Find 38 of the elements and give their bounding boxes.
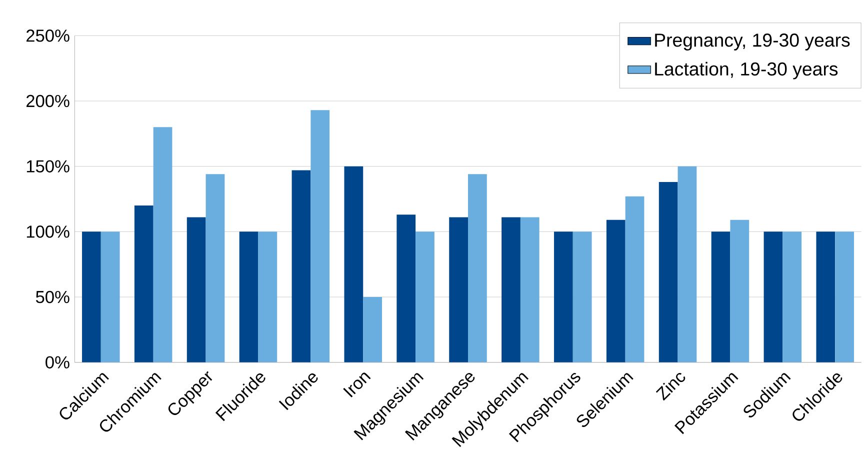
bar	[310, 110, 330, 362]
bar	[678, 166, 697, 362]
bar	[554, 232, 573, 362]
bar	[396, 214, 416, 362]
bar	[292, 170, 311, 362]
legend-label: Pregnancy, 19-30 years	[655, 34, 850, 50]
bar	[82, 232, 101, 362]
bar	[658, 182, 678, 362]
bar	[153, 127, 172, 362]
bar	[239, 232, 258, 362]
y-tick-label: 200%	[26, 94, 70, 108]
bar	[572, 232, 592, 362]
y-tick-label: 250%	[26, 30, 70, 42]
y-tick-label: 100%	[26, 226, 70, 238]
bar	[711, 232, 730, 362]
bar	[100, 232, 120, 362]
bar	[835, 232, 854, 362]
bar	[449, 217, 468, 362]
bar	[134, 206, 154, 362]
bar	[206, 174, 225, 362]
bar	[625, 196, 644, 362]
bar	[363, 297, 382, 362]
bar	[416, 232, 434, 362]
y-tick-label: 150%	[26, 160, 70, 172]
bar	[816, 232, 836, 362]
bar	[730, 220, 750, 362]
bar	[502, 217, 520, 362]
bar	[764, 232, 783, 362]
bar	[606, 220, 626, 362]
bar	[782, 232, 802, 362]
y-tick-label: 50%	[36, 290, 70, 304]
legend-label: Lactation, 19-30 years	[655, 62, 838, 80]
bar	[258, 232, 278, 362]
bar	[186, 217, 206, 362]
y-tick-label: 0%	[46, 356, 70, 368]
bar	[344, 166, 364, 362]
bar	[468, 174, 487, 362]
bar	[520, 217, 540, 362]
